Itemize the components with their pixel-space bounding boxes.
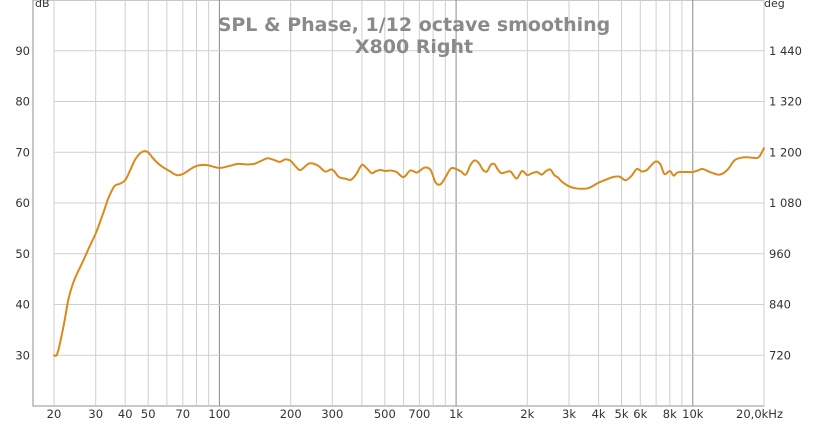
- y-tick-label-right: 720: [769, 348, 791, 362]
- x-tick-label: 10k: [682, 407, 704, 421]
- chart-title: SPL & Phase, 1/12 octave smoothing: [218, 14, 611, 36]
- x-tick-label: 3k: [562, 407, 576, 421]
- y-tick-label-right: 1 080: [769, 196, 802, 210]
- tick-labels: 20 30 40 50 70 100 200 300 500 700 1k 2k 3k 4k 5k 6k 8k 1…: [15, 44, 802, 421]
- x-tick-label: 50: [141, 407, 156, 421]
- y-tick-label-left: 50: [15, 247, 30, 261]
- y-tick-label-right: 1 320: [769, 95, 802, 109]
- y-tick-label-left: 80: [15, 95, 30, 109]
- y-axis-unit-left: dB: [35, 0, 50, 10]
- chart-subtitle: X800 Right: [355, 36, 473, 58]
- y-tick-label-left: 30: [15, 348, 30, 362]
- x-tick-label: 1k: [449, 407, 463, 421]
- x-tick-label: 70: [175, 407, 190, 421]
- x-tick-label: 700: [408, 407, 430, 421]
- y-tick-label-left: 90: [15, 44, 30, 58]
- x-tick-label: 20,0kHz: [736, 407, 783, 421]
- x-tick-label: 8k: [663, 407, 677, 421]
- x-tick-label: 40: [118, 407, 133, 421]
- x-tick-label: 20: [47, 407, 62, 421]
- x-tick-label: 30: [88, 407, 103, 421]
- y-axis-unit-right: deg: [764, 0, 785, 10]
- series-group: [53, 147, 765, 357]
- x-tick-label: 500: [374, 407, 396, 421]
- y-tick-label-left: 60: [15, 196, 30, 210]
- y-tick-label-right: 1 200: [769, 145, 802, 159]
- x-tick-label: 6k: [633, 407, 647, 421]
- x-tick-label: 200: [280, 407, 302, 421]
- y-tick-label-left: 70: [15, 145, 30, 159]
- x-tick-label: 100: [208, 407, 230, 421]
- y-tick-label-right: 840: [769, 298, 791, 312]
- y-tick-label-left: 40: [15, 298, 30, 312]
- grid: [53, 0, 765, 406]
- x-tick-label: 4k: [592, 407, 606, 421]
- x-tick-label: 300: [321, 407, 343, 421]
- x-tick-label: 5k: [615, 407, 629, 421]
- x-tick-label: 2k: [520, 407, 534, 421]
- y-tick-label-right: 1 440: [769, 44, 802, 58]
- spl-series-line: [53, 147, 765, 357]
- y-tick-label-right: 960: [769, 247, 791, 261]
